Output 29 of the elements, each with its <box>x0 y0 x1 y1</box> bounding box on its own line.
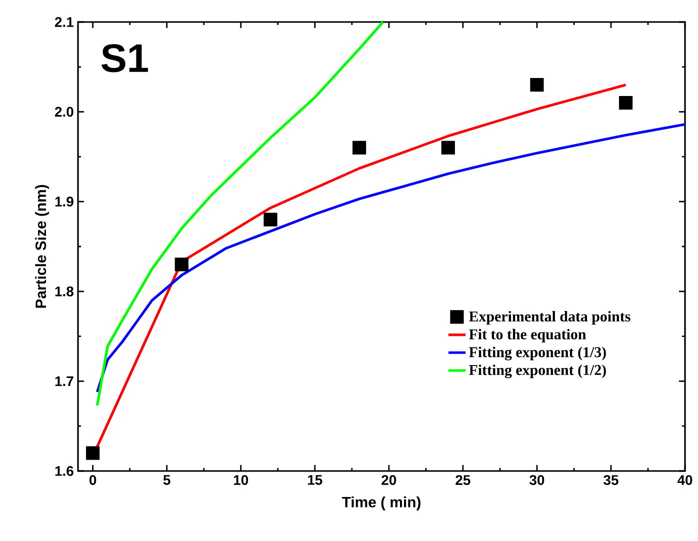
legend-label: Fitting exponent (1/2) <box>469 364 606 378</box>
y-tick-label: 1.6 <box>55 466 74 476</box>
x-axis-title: Time ( min) <box>342 496 420 510</box>
x-tick-label: 30 <box>530 475 544 486</box>
point <box>86 446 100 460</box>
point <box>174 258 188 272</box>
point <box>618 96 633 110</box>
x-tick-label: 20 <box>382 475 396 485</box>
y-tick-label: 2.0 <box>54 106 74 117</box>
y-tick-label: 1.7 <box>55 376 74 386</box>
point <box>441 140 455 155</box>
legend-label: Fitting exponent (1/3) <box>469 346 606 360</box>
x-tick-label: 10 <box>234 475 248 485</box>
legend-label: Experimental data points <box>469 311 630 325</box>
y-tick-label: 2.1 <box>54 17 74 27</box>
annotation: S1 <box>101 44 148 72</box>
x-tick-label: 15 <box>308 475 322 485</box>
y-axis-title: Particle Size (nm) <box>35 184 50 308</box>
point <box>352 140 366 155</box>
x-tick-label: 40 <box>677 475 692 485</box>
x-tick-label: 0 <box>89 475 96 485</box>
point <box>264 212 278 226</box>
x-tick-label: 5 <box>163 475 170 485</box>
point <box>530 78 544 92</box>
x-tick-label: 35 <box>604 475 618 486</box>
y-tick-label: 1.8 <box>55 286 74 296</box>
x-tick-label: 25 <box>456 475 470 485</box>
y-tick-label: 1.9 <box>55 196 74 207</box>
legend-label: Fit to the equation <box>469 328 586 342</box>
